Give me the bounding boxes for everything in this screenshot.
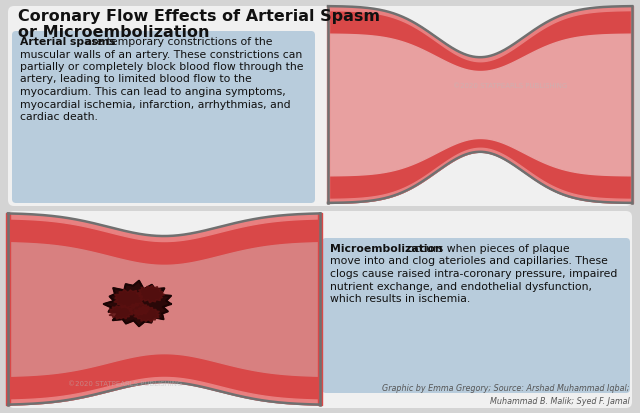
Text: Coronary Flow Effects of Arterial Spasm: Coronary Flow Effects of Arterial Spasm — [18, 9, 380, 24]
FancyBboxPatch shape — [8, 211, 632, 408]
Text: or Microembolization: or Microembolization — [18, 25, 209, 40]
Text: are temporary constrictions of the: are temporary constrictions of the — [82, 37, 273, 47]
Text: artery, leading to limited blood flow to the: artery, leading to limited blood flow to… — [20, 74, 252, 84]
Text: which results in ischemia.: which results in ischemia. — [330, 293, 470, 303]
Text: occurs when pieces of plaque: occurs when pieces of plaque — [404, 243, 570, 254]
Polygon shape — [136, 286, 165, 303]
Text: cardiac death.: cardiac death. — [20, 112, 98, 122]
Text: Arterial spasms: Arterial spasms — [20, 37, 115, 47]
Text: muscular walls of an artery. These constrictions can: muscular walls of an artery. These const… — [20, 50, 302, 59]
FancyBboxPatch shape — [12, 32, 315, 204]
Polygon shape — [134, 306, 159, 322]
Text: myocardium. This can lead to angina symptoms,: myocardium. This can lead to angina symp… — [20, 87, 285, 97]
Polygon shape — [104, 281, 171, 326]
Text: partially or completely block blood flow through the: partially or completely block blood flow… — [20, 62, 303, 72]
FancyBboxPatch shape — [8, 7, 632, 206]
Text: ©2020 STATPEARLS PUBLISHING: ©2020 STATPEARLS PUBLISHING — [68, 380, 182, 386]
Text: myocardial ischemia, infarction, arrhythmias, and: myocardial ischemia, infarction, arrhyth… — [20, 99, 291, 109]
Text: ©2020 STATPEARLS PUBLISHING: ©2020 STATPEARLS PUBLISHING — [453, 82, 567, 88]
Text: nutrient exchange, and endothelial dysfunction,: nutrient exchange, and endothelial dysfu… — [330, 281, 592, 291]
Text: move into and clog aterioles and capillaries. These: move into and clog aterioles and capilla… — [330, 256, 608, 266]
FancyBboxPatch shape — [322, 238, 630, 393]
Text: Graphic by Emma Gregory; Source: Arshad Muhammad Iqbal;
Muhammad B. Malik; Syed : Graphic by Emma Gregory; Source: Arshad … — [383, 384, 630, 405]
Text: Microembolization: Microembolization — [330, 243, 443, 254]
Polygon shape — [128, 304, 150, 316]
Polygon shape — [114, 290, 143, 309]
Text: clogs cause raised intra-coronary pressure, impaired: clogs cause raised intra-coronary pressu… — [330, 268, 618, 278]
Polygon shape — [109, 306, 133, 319]
